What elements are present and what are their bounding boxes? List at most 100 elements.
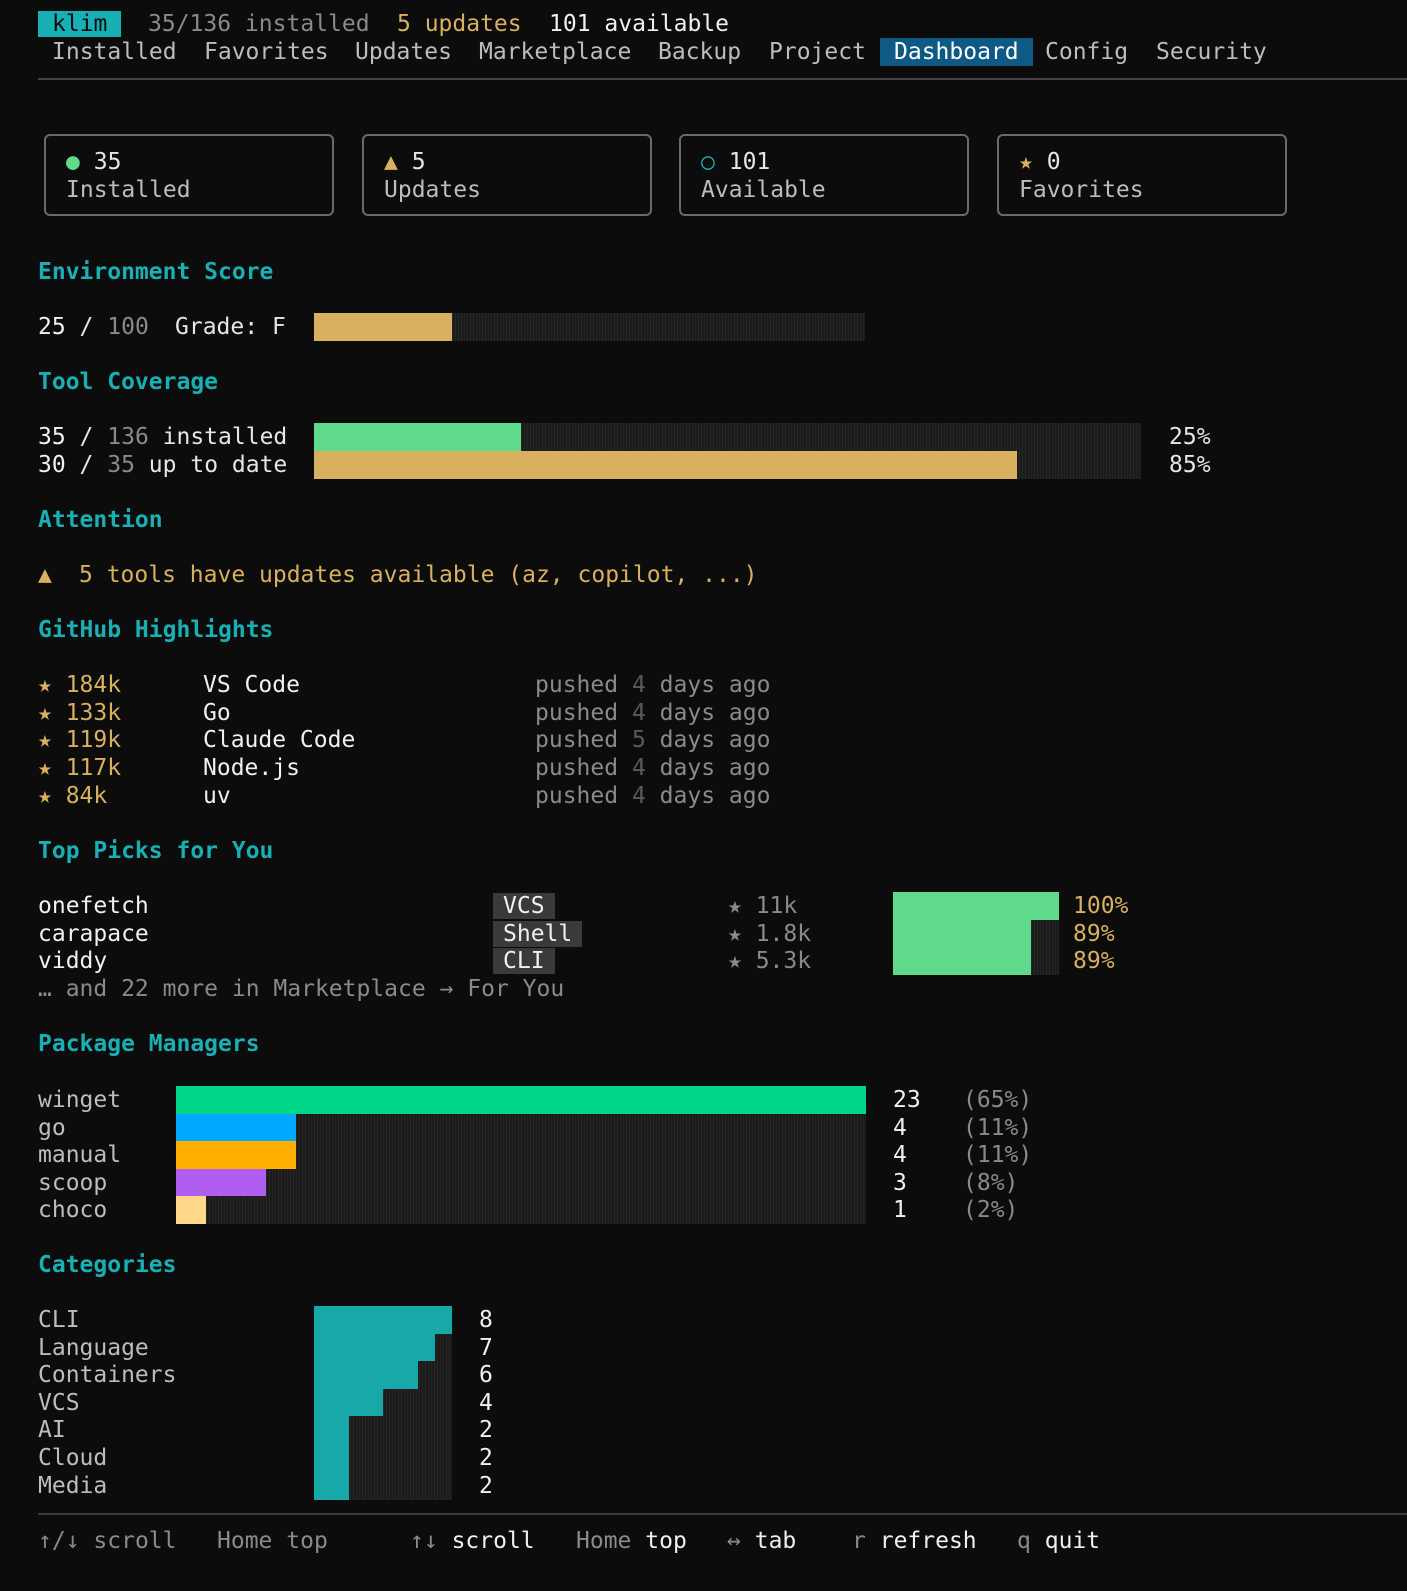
pick-score-bar — [893, 947, 1059, 976]
card-value: 5 — [411, 149, 426, 175]
pushed-days-label: days ago — [659, 727, 771, 754]
category-count: 2 — [479, 1472, 493, 1499]
category-fill — [314, 1388, 383, 1417]
pick-name[interactable]: onefetch — [38, 893, 149, 919]
attention-message: 5 tools have updates available (az, copi… — [79, 562, 758, 588]
tab-favorites[interactable]: Favorites — [204, 39, 329, 65]
env-grade: Grade: F — [175, 314, 286, 340]
card-label: Available — [701, 177, 826, 203]
updates-status: 5 updates — [397, 11, 522, 37]
footer-hint[interactable]: ↑↓ scroll — [410, 1527, 535, 1555]
card-value: 35 — [93, 149, 122, 175]
package-manager-pct: (11%) — [963, 1114, 1033, 1141]
category-fill — [314, 1471, 349, 1500]
package-manager-bar — [176, 1168, 866, 1197]
pick-name[interactable]: viddy — [38, 948, 108, 975]
tab-config[interactable]: Config — [1045, 39, 1129, 65]
package-manager-name: go — [38, 1114, 66, 1141]
card-available: ○ 101 Available — [679, 134, 969, 216]
package-manager-count: 4 — [893, 1142, 907, 1169]
repo-name[interactable]: Node.js — [203, 755, 300, 782]
card-favorites: ★ 0 Favorites — [997, 134, 1287, 216]
tab-marketplace[interactable]: Marketplace — [479, 39, 632, 65]
tab-updates[interactable]: Updates — [355, 39, 452, 65]
package-manager-name: winget — [38, 1087, 122, 1113]
category-fill — [314, 1306, 452, 1334]
pick-score: 100% — [1073, 893, 1129, 919]
repo-name[interactable]: VS Code — [203, 672, 300, 698]
footer-key: ↑/↓ — [38, 1528, 80, 1554]
card-label: Installed — [66, 177, 191, 203]
categories-heading: Categories — [38, 1252, 177, 1278]
footer-label: top — [286, 1528, 328, 1554]
card-label: Favorites — [1019, 177, 1144, 203]
pick-name[interactable]: carapace — [38, 920, 149, 947]
tab-project[interactable]: Project — [769, 39, 866, 65]
env-score-value: 25 / 100 — [38, 314, 149, 340]
package-manager-name: scoop — [38, 1169, 108, 1196]
footer-divider — [38, 1513, 1407, 1515]
pick-score-bar — [893, 892, 1059, 920]
pick-stars: ★ 11k — [728, 893, 798, 919]
footer-key: ↑↓ — [410, 1528, 438, 1554]
pushed-days-count: 4 — [631, 699, 646, 726]
footer-key: r — [852, 1528, 866, 1554]
tab-installed[interactable]: Installed — [52, 39, 177, 65]
package-manager-count: 3 — [893, 1169, 907, 1196]
app-badge: klim — [38, 10, 122, 38]
category-fill — [314, 1416, 349, 1445]
category-chip: CLI — [493, 948, 555, 975]
picks-more-link[interactable]: … and 22 more in Marketplace → For You — [38, 976, 565, 1002]
category-name: AI — [38, 1417, 66, 1444]
package-manager-bar — [176, 1086, 866, 1114]
category-fill — [314, 1444, 349, 1472]
attention-heading: Attention — [38, 507, 163, 533]
repo-stars: ★ 119k — [38, 727, 122, 754]
repo-name[interactable]: Go — [203, 699, 231, 726]
category-name: Containers — [38, 1362, 177, 1389]
tab-backup[interactable]: Backup — [658, 39, 742, 65]
pushed-days-label: days ago — [659, 699, 771, 726]
package-manager-fill — [176, 1113, 296, 1142]
footer-key: ↔ — [727, 1528, 741, 1554]
package-managers-heading: Package Managers — [38, 1031, 260, 1057]
pushed-days-label: days ago — [659, 755, 771, 782]
package-manager-pct: (65%) — [963, 1087, 1033, 1113]
star-icon: ★ — [1019, 149, 1033, 175]
pushed-label: pushed — [535, 727, 619, 754]
footer-key: Home — [217, 1528, 273, 1554]
coverage-installed-bar — [314, 423, 1141, 451]
package-manager-pct: (11%) — [963, 1142, 1033, 1169]
category-count: 4 — [479, 1389, 493, 1416]
repo-stars: ★ 84k — [38, 782, 108, 809]
category-name: Cloud — [38, 1445, 108, 1471]
env-score-heading: Environment Score — [38, 259, 274, 285]
footer-hint[interactable]: ↔ tab — [727, 1527, 796, 1555]
warning-triangle-icon: ▲ — [384, 149, 398, 175]
pick-category: VCS — [493, 892, 555, 920]
package-manager-fill — [176, 1086, 866, 1114]
env-score-bar — [314, 313, 865, 341]
coverage-uptodate-bar — [314, 451, 1141, 479]
repo-name[interactable]: uv — [203, 782, 231, 809]
package-manager-bar — [176, 1113, 866, 1142]
footer-hint[interactable]: r refresh — [852, 1527, 977, 1555]
category-count: 6 — [479, 1362, 493, 1389]
env-score-fill — [314, 313, 452, 341]
pushed-days-label: days ago — [659, 672, 771, 698]
tab-dashboard[interactable]: Dashboard — [880, 38, 1033, 66]
repo-pushed: pushed 4 days ago — [535, 671, 770, 699]
pushed-days-count: 4 — [631, 782, 646, 809]
package-manager-fill — [176, 1168, 266, 1197]
tab-security[interactable]: Security — [1156, 39, 1267, 65]
category-chip: Shell — [493, 920, 583, 947]
coverage-uptodate-pct: 85% — [1169, 452, 1211, 478]
package-manager-bar — [176, 1141, 866, 1170]
footer-key: Home — [576, 1528, 632, 1554]
repo-name[interactable]: Claude Code — [203, 727, 356, 754]
footer-hint[interactable]: q quit — [1017, 1527, 1100, 1555]
repo-pushed: pushed 4 days ago — [535, 699, 770, 727]
category-count: 8 — [479, 1307, 493, 1333]
footer-hint[interactable]: Home top — [576, 1527, 687, 1555]
app-name: klim — [38, 11, 122, 37]
